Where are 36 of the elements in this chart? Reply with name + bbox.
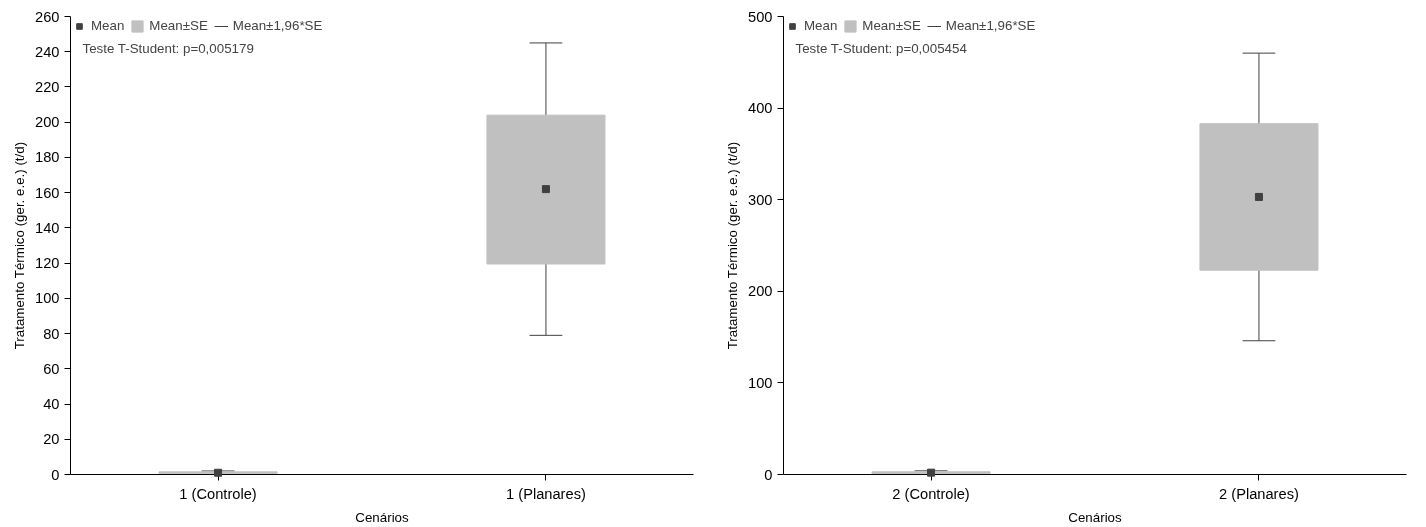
legend-label: Mean: [804, 18, 838, 33]
y-tick-label: 120: [35, 255, 60, 272]
y-tick-label: 500: [748, 8, 773, 25]
y-tick-label: 20: [43, 431, 60, 448]
x-tick-label: 1 (Controle): [179, 485, 257, 502]
x-tick-label: 2 (Controle): [892, 485, 970, 502]
y-tick-label: 40: [43, 396, 60, 413]
x-axis-title: Cenários: [1068, 509, 1123, 525]
annotation: Mean±1,96*SE: [945, 18, 1036, 33]
annotation: Teste T-Student: p=0,005454: [795, 40, 968, 56]
y-axis-title: Tratamento Térmico (ger. e.e.) (t/d): [12, 141, 28, 350]
y-tick-label: 160: [35, 184, 60, 201]
y-tick-label: 400: [748, 100, 773, 117]
y-tick-label: 220: [35, 78, 60, 95]
y-tick-label: 100: [35, 290, 60, 307]
annotation: Teste T-Student: p=0,005179: [82, 40, 254, 56]
y-tick-label: 80: [43, 325, 60, 342]
y-tick-label: 140: [35, 219, 60, 236]
y-tick-label: 60: [43, 360, 60, 377]
y-tick-label: 100: [748, 374, 773, 391]
x-axis-title: Cenários: [355, 509, 410, 525]
y-tick-label: 0: [764, 466, 773, 483]
legend-label: Mean±SE: [149, 18, 208, 33]
legend-label: Mean±SE: [862, 18, 921, 33]
legend-label: Mean: [91, 18, 125, 33]
y-tick-label: 180: [35, 149, 60, 166]
annotation: Mean±1,96*SE: [232, 18, 323, 33]
y-tick-label: 240: [35, 43, 60, 60]
x-tick-label: 2 (Planares): [1219, 485, 1299, 502]
y-tick-label: 260: [35, 8, 60, 25]
x-tick-label: 1 (Planares): [506, 485, 586, 502]
y-tick-label: 300: [748, 191, 773, 208]
y-tick-label: 200: [35, 114, 60, 131]
y-tick-label: 200: [748, 283, 773, 300]
y-tick-label: 0: [51, 466, 60, 483]
y-axis-title: Tratamento Térmico (ger. e.e.) (t/d): [725, 141, 741, 350]
